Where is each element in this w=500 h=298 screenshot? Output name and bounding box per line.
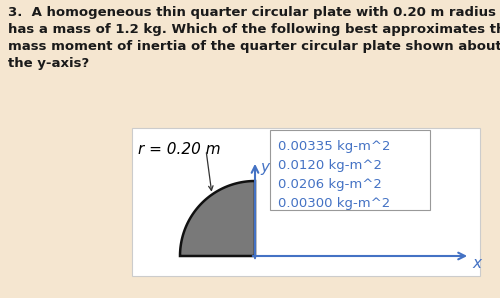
Text: 0.0120 kg-m^2: 0.0120 kg-m^2 <box>278 159 382 172</box>
FancyBboxPatch shape <box>132 128 480 276</box>
Text: y: y <box>260 160 269 175</box>
Text: r = 0.20 m: r = 0.20 m <box>138 142 220 158</box>
Text: 0.0206 kg-m^2: 0.0206 kg-m^2 <box>278 178 382 191</box>
Text: 3.  A homogeneous thin quarter circular plate with 0.20 m radius: 3. A homogeneous thin quarter circular p… <box>8 6 496 19</box>
Polygon shape <box>180 181 255 256</box>
Text: 0.00300 kg-m^2: 0.00300 kg-m^2 <box>278 197 390 210</box>
FancyBboxPatch shape <box>270 130 430 210</box>
Text: 0.00335 kg-m^2: 0.00335 kg-m^2 <box>278 140 390 153</box>
Text: x: x <box>472 255 481 271</box>
Text: the y-axis?: the y-axis? <box>8 57 89 70</box>
Text: mass moment of inertia of the quarter circular plate shown about: mass moment of inertia of the quarter ci… <box>8 40 500 53</box>
Text: has a mass of 1.2 kg. Which of the following best approximates the: has a mass of 1.2 kg. Which of the follo… <box>8 23 500 36</box>
